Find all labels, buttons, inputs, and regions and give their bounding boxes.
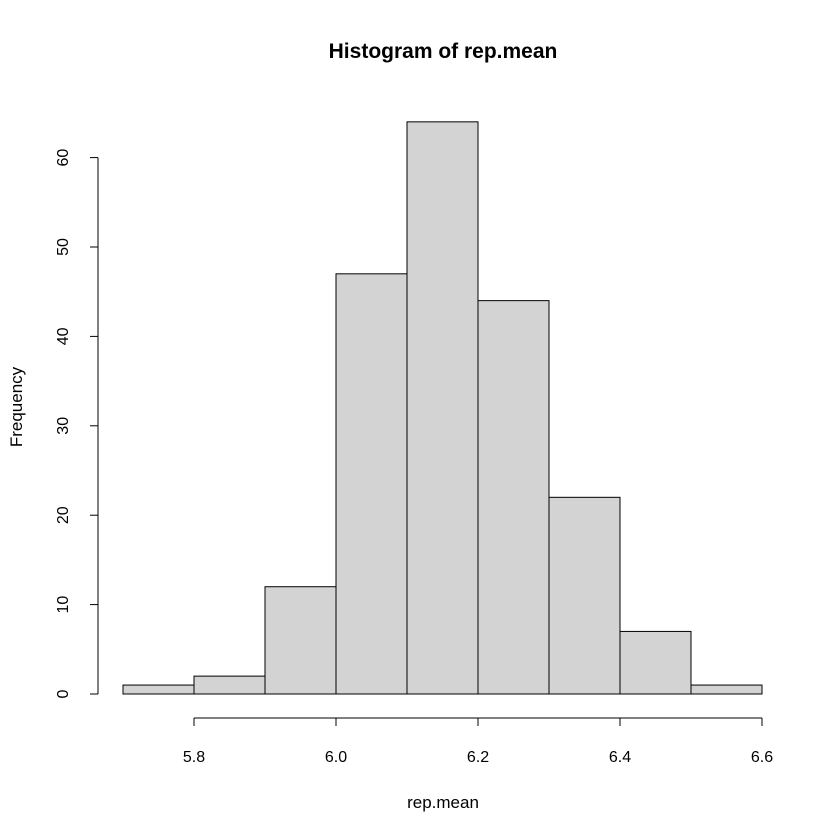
y-tick-label-5: 50 bbox=[55, 238, 72, 256]
histogram-bar-7 bbox=[619, 630, 692, 695]
y-axis-label: Frequency bbox=[7, 366, 26, 447]
y-tick-label-0: 0 bbox=[55, 689, 72, 698]
y-tick-label-3: 30 bbox=[55, 417, 72, 435]
x-tick-label-1: 6.0 bbox=[325, 749, 347, 766]
histogram-bar-2 bbox=[264, 586, 337, 695]
x-tick-label-4: 6.6 bbox=[751, 749, 773, 766]
x-tick-label-3: 6.4 bbox=[609, 749, 631, 766]
histogram-bar-4 bbox=[406, 121, 479, 695]
histogram-bar-5 bbox=[477, 300, 550, 695]
y-tick-label-1: 10 bbox=[55, 596, 72, 614]
histogram-bar-0 bbox=[122, 684, 195, 695]
bars-group bbox=[122, 121, 763, 695]
x-axis: 5.8 6.0 6.2 6.4 6.6 bbox=[183, 717, 773, 766]
x-tick-label-0: 5.8 bbox=[183, 749, 205, 766]
y-tick-label-2: 20 bbox=[55, 506, 72, 524]
histogram-bar-6 bbox=[548, 496, 621, 695]
histogram-bar-1 bbox=[193, 675, 266, 695]
x-axis-label: rep.mean bbox=[407, 793, 479, 812]
y-tick-label-6: 60 bbox=[55, 149, 72, 167]
histogram-bar-8 bbox=[690, 684, 763, 695]
chart-title: Histogram of rep.mean bbox=[329, 40, 558, 63]
y-axis: 0 10 20 30 40 50 60 bbox=[55, 149, 99, 698]
y-tick-label-4: 40 bbox=[55, 327, 72, 345]
x-tick-label-2: 6.2 bbox=[467, 749, 489, 766]
histogram-bar-3 bbox=[335, 273, 408, 695]
